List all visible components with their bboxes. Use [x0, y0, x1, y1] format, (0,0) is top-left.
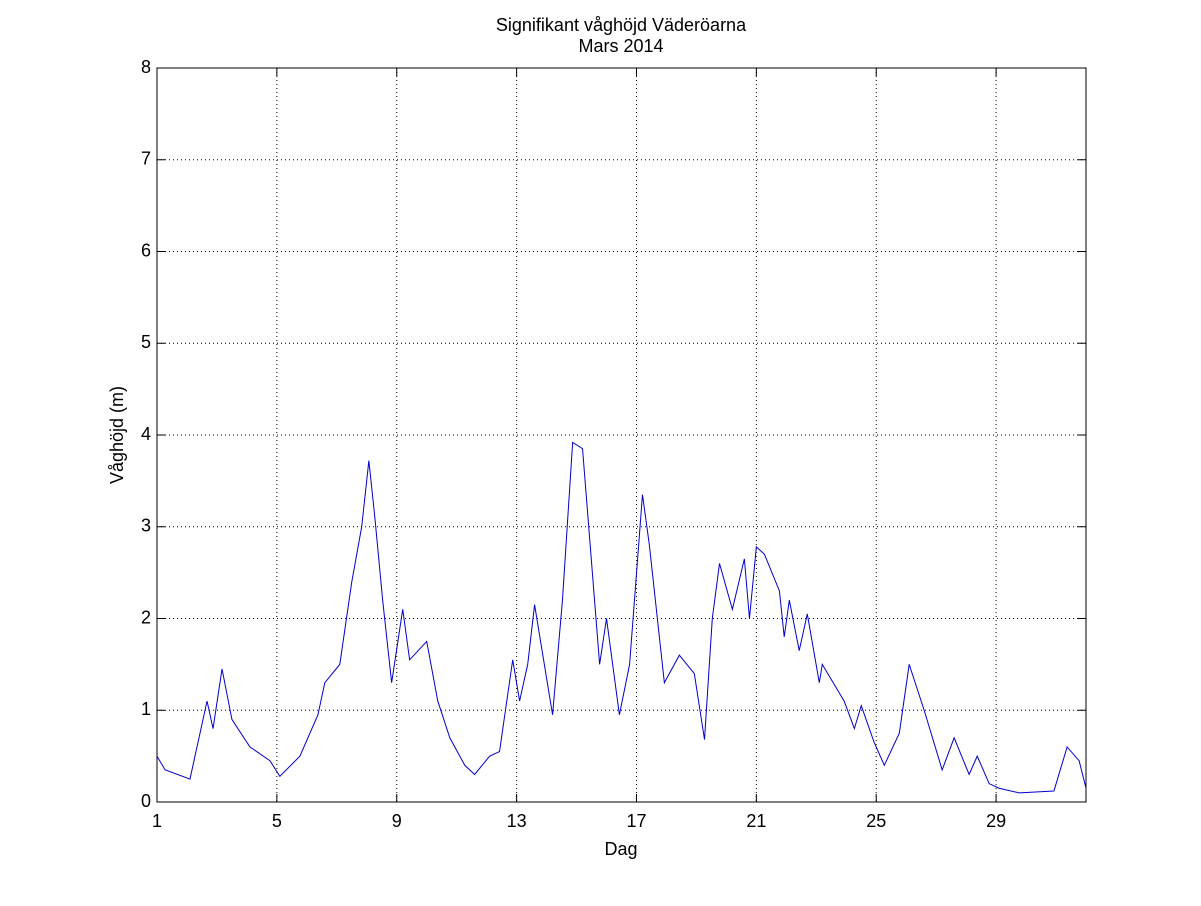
y-tick-label: 6 — [141, 240, 151, 260]
y-tick-label: 7 — [141, 149, 151, 169]
y-axis-label: Våghöjd (m) — [107, 386, 127, 484]
chart-subtitle: Mars 2014 — [578, 36, 663, 56]
x-tick-label: 5 — [272, 811, 282, 831]
y-tick-label: 0 — [141, 791, 151, 811]
plot-frame — [156, 67, 1087, 803]
x-tick-label: 13 — [507, 811, 527, 831]
y-tick-label: 3 — [141, 516, 151, 536]
x-tick-label: 25 — [866, 811, 886, 831]
x-tick-label: 17 — [626, 811, 646, 831]
y-tick-label: 4 — [141, 424, 151, 444]
line-series — [156, 441, 1087, 794]
x-tick-label: 29 — [986, 811, 1006, 831]
chart-title: Signifikant våghöjd Väderöarna — [496, 15, 747, 35]
y-tick-label: 2 — [141, 607, 151, 627]
x-tick-label: 1 — [152, 811, 162, 831]
y-tick-label: 8 — [141, 57, 151, 77]
x-axis-label: Dag — [604, 839, 637, 859]
y-tick-label: 5 — [141, 332, 151, 352]
y-tick-label: 1 — [141, 699, 151, 719]
x-tick-label: 21 — [746, 811, 766, 831]
x-tick-label: 9 — [392, 811, 402, 831]
